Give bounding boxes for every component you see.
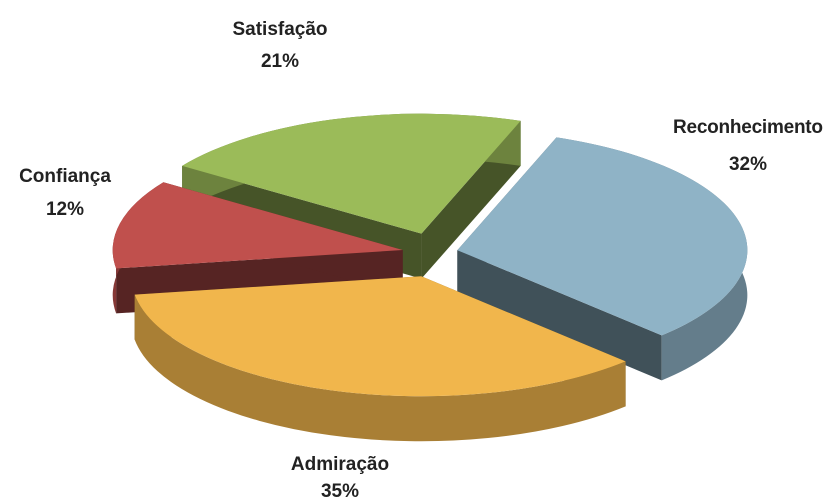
- radial-wall: [457, 250, 662, 381]
- slice: [112, 182, 403, 269]
- outer-wall: [134, 294, 626, 442]
- slice-value-label: 21%: [261, 51, 299, 72]
- slice-label: Satisfação: [232, 19, 327, 40]
- slice: [457, 137, 748, 336]
- slice-label: Admiração: [291, 454, 389, 475]
- slice-label: Reconhecimento: [673, 117, 823, 138]
- slice-value-label: 32%: [729, 154, 767, 175]
- slice-tops: [112, 113, 748, 397]
- slice: [182, 113, 521, 234]
- slice-label: Confiança: [19, 166, 111, 187]
- slice-value-label: 12%: [46, 199, 84, 220]
- slice-value-label: 35%: [321, 481, 359, 499]
- slice: [134, 276, 626, 397]
